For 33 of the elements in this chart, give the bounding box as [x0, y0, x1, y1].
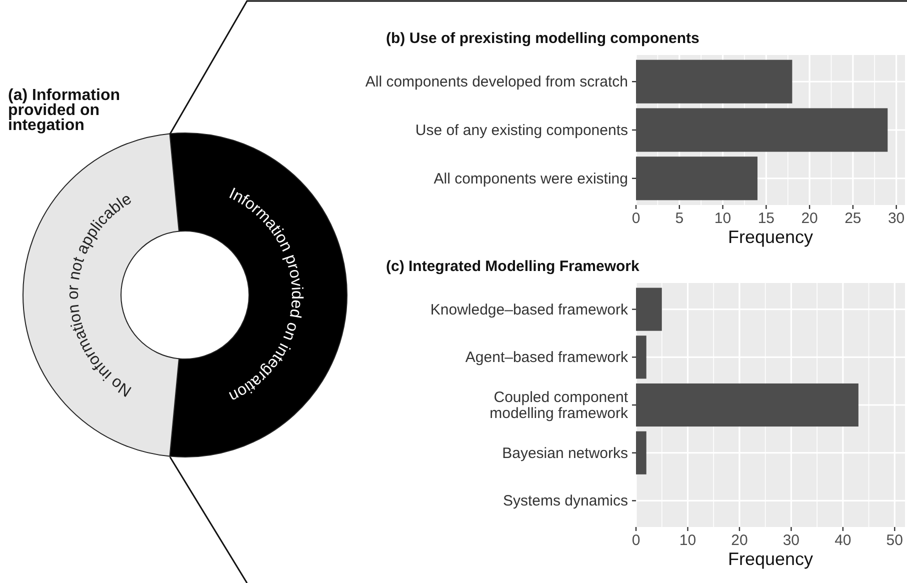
x-tick-label: 30 — [888, 210, 905, 227]
y-tick-label: All components developed from scratch — [365, 74, 628, 91]
bar — [636, 336, 646, 379]
x-tick-label: 20 — [731, 532, 748, 549]
chart-title: (b) Use of prexisting modelling components — [386, 30, 700, 47]
bar — [636, 288, 662, 331]
x-tick-label: 10 — [714, 210, 732, 227]
x-tick-label: 15 — [758, 210, 775, 227]
x-tick-label: 50 — [886, 532, 903, 549]
x-tick-label: 40 — [834, 532, 852, 549]
bar — [636, 156, 758, 200]
x-tick-label: 25 — [844, 210, 862, 227]
x-tick-label: 0 — [632, 210, 640, 227]
y-tick-label: Coupled component modelling framework — [490, 389, 629, 422]
y-tick-label: Bayesian networks — [502, 444, 628, 462]
y-tick-label: Agent–based framework — [465, 349, 628, 366]
x-axis-title: Frequency — [728, 227, 814, 247]
bar — [636, 431, 646, 474]
chart-title: (a) Information provided on integation — [8, 87, 120, 134]
x-tick-label: 5 — [675, 210, 684, 227]
y-tick-label: Knowledge–based framework — [430, 301, 628, 318]
x-tick-label: 20 — [801, 210, 818, 227]
y-tick-label: All components were existing — [434, 170, 628, 188]
x-tick-label: 10 — [679, 532, 696, 549]
bar — [636, 108, 888, 152]
x-tick-label: 0 — [632, 532, 640, 549]
bar — [636, 383, 858, 427]
bar — [636, 60, 792, 104]
y-tick-label: Systems dynamics — [502, 492, 628, 510]
x-tick-label: 30 — [782, 532, 800, 549]
text: (c) Integrated Modelling Framework — [386, 258, 640, 275]
x-axis-title: Frequency — [728, 549, 814, 569]
y-tick-label: Use of any existing components — [415, 122, 628, 139]
